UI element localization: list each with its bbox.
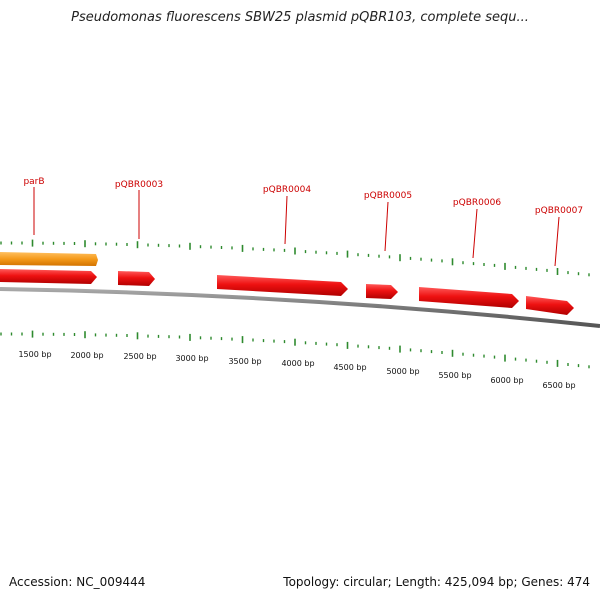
ruler-label: 2000 bp bbox=[70, 351, 103, 360]
ruler-label: 5000 bp bbox=[386, 367, 419, 376]
pQBR0007-leader-line bbox=[554, 216, 560, 267]
ruler-label: 6500 bp bbox=[542, 381, 575, 390]
gene-arrows bbox=[0, 269, 574, 315]
gene-labels: parB pQBR0003 pQBR0004 pQBR0005 pQBR0006… bbox=[23, 177, 583, 267]
ruler-label: 4000 bp bbox=[281, 359, 314, 368]
ruler-label: 1500 bp bbox=[18, 350, 51, 359]
sequence-title: Pseudomonas fluorescens SBW25 plasmid pQ… bbox=[71, 10, 529, 25]
ruler-label: 5500 bp bbox=[438, 371, 471, 380]
gene-label-pQBR0005[interactable]: pQBR0005 bbox=[364, 191, 412, 201]
gene-parB-arrow[interactable] bbox=[0, 269, 97, 284]
pQBR0005-leader-line bbox=[384, 201, 389, 252]
upper-tick-ruler bbox=[0, 239, 590, 277]
gene-pQBR0005-arrow[interactable] bbox=[366, 284, 398, 299]
gene-pQBR0007-arrow[interactable] bbox=[526, 296, 574, 315]
topology-summary: Topology: circular; Length: 425,094 bp; … bbox=[283, 575, 590, 589]
gene-label-pQBR0003[interactable]: pQBR0003 bbox=[115, 180, 163, 190]
ruler-label: 3500 bp bbox=[228, 357, 261, 366]
accession-info: Accession: NC_009444 bbox=[9, 575, 146, 589]
ruler-label: 2500 bp bbox=[123, 352, 156, 361]
sequence-backbone bbox=[0, 287, 600, 328]
ruler-label: 6000 bp bbox=[490, 376, 523, 385]
pQBR0004-leader-line bbox=[284, 195, 288, 245]
ruler-labels: 1500 bp 2000 bp 2500 bp 3000 bp 3500 bp … bbox=[18, 350, 575, 390]
gene-label-parB[interactable]: parB bbox=[23, 177, 44, 187]
gene-label-pQBR0006[interactable]: pQBR0006 bbox=[453, 198, 501, 208]
gene-parB-highlight-arrow[interactable] bbox=[0, 252, 98, 266]
gene-label-pQBR0004[interactable]: pQBR0004 bbox=[263, 185, 311, 195]
gene-pQBR0006-arrow[interactable] bbox=[419, 287, 519, 308]
ruler-label: 3000 bp bbox=[175, 354, 208, 363]
gene-pQBR0004-arrow[interactable] bbox=[217, 275, 348, 296]
pQBR0006-leader-line bbox=[472, 208, 478, 259]
lower-tick-ruler bbox=[0, 330, 590, 369]
gene-pQBR0003-arrow[interactable] bbox=[118, 271, 155, 286]
ruler-label: 4500 bp bbox=[333, 363, 366, 372]
gene-label-pQBR0007[interactable]: pQBR0007 bbox=[535, 206, 583, 216]
